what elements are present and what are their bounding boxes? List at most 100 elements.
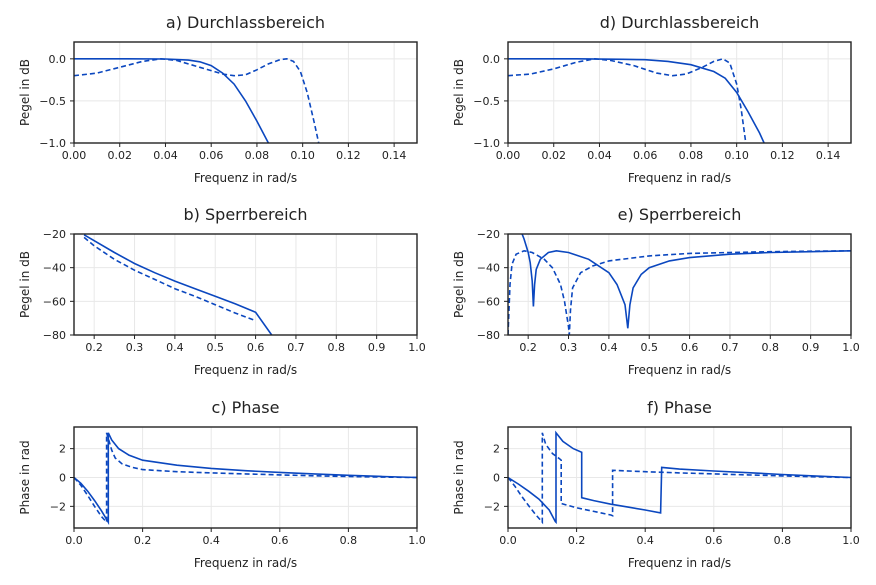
x-tick-label: 1.0 (408, 341, 426, 354)
x-tick-label: 0.9 (802, 341, 820, 354)
y-axis-label: Phase in rad (18, 440, 32, 514)
x-tick-label: 0.10 (290, 149, 315, 162)
chart-panel-e: 0.2 0.3 0.4 0.5 0.6 0.7 0.8 0.9 1.0 −20 −40 −60 −80 e… (452, 205, 860, 377)
x-tick-label: 0.0 (65, 534, 83, 547)
x-tick-label: 0.14 (816, 149, 841, 162)
y-tick-label: −60 (43, 295, 66, 308)
x-tick-label: 0.7 (287, 341, 305, 354)
x-tick-label: 1.0 (408, 534, 426, 547)
x-tick-label: 0.6 (247, 341, 265, 354)
x-tick-label: 0.2 (519, 341, 537, 354)
chart-panel-b: 0.2 0.3 0.4 0.5 0.6 0.7 0.8 0.9 1.0 −20 −40 −60 −80 b… (18, 205, 426, 377)
x-tick-label: 0.4 (600, 341, 618, 354)
x-tick-label: 0.4 (166, 341, 184, 354)
y-tick-label: 0.0 (49, 53, 67, 66)
axes-frame (507, 233, 852, 336)
series-line-solid (74, 432, 417, 526)
x-tick-label: 0.0 (499, 534, 517, 547)
x-tick-label: 0.4 (202, 534, 220, 547)
chart-title: c) Phase (212, 398, 280, 417)
x-tick-label: 0.4 (636, 534, 654, 547)
y-tick-label: −40 (43, 262, 66, 275)
x-tick-label: 0.8 (328, 341, 346, 354)
chart-panel-a: 0.00 0.02 0.04 0.06 0.08 0.10 0.12 0.14 0.0 −0.5 −… (18, 13, 418, 185)
y-tick-label: −0.5 (473, 95, 500, 108)
x-tick-label: 0.12 (336, 149, 361, 162)
x-tick-label: 0.04 (153, 149, 178, 162)
x-tick-label: 0.02 (107, 149, 132, 162)
x-tick-label: 0.8 (774, 534, 792, 547)
y-tick-label: −60 (477, 295, 500, 308)
x-tick-label: 0.14 (382, 149, 407, 162)
x-tick-label: 0.6 (681, 341, 699, 354)
axes-frame (507, 41, 852, 144)
y-axis-label: Phase in rad (452, 440, 466, 514)
chart-title: e) Sperrbereich (618, 205, 742, 224)
x-axis-label: Frequenz in rad/s (194, 171, 297, 185)
y-tick-label: −1.0 (39, 137, 66, 150)
x-tick-label: 0.02 (541, 149, 566, 162)
x-tick-label: 0.7 (721, 341, 739, 354)
y-tick-label: 0 (493, 472, 500, 485)
x-tick-label: 0.5 (640, 341, 658, 354)
y-tick-label: −20 (43, 228, 66, 241)
y-tick-label: 0 (59, 472, 66, 485)
x-tick-label: 0.8 (762, 341, 780, 354)
y-axis-label: Pegel in dB (452, 59, 466, 126)
y-tick-label: −1.0 (473, 137, 500, 150)
series-line-dashed (508, 57, 747, 143)
x-axis-label: Frequenz in rad/s (628, 171, 731, 185)
x-tick-label: 0.10 (724, 149, 749, 162)
y-axis-label: Pegel in dB (452, 251, 466, 318)
x-tick-label: 0.06 (633, 149, 658, 162)
chart-title: d) Durchlassbereich (600, 13, 759, 32)
x-tick-label: 0.06 (199, 149, 224, 162)
x-tick-label: 0.00 (496, 149, 521, 162)
series-line-dashed (74, 432, 417, 525)
chart-title: f) Phase (647, 398, 712, 417)
y-tick-label: −2 (484, 500, 500, 513)
series-line-solid (521, 234, 851, 329)
x-tick-label: 0.8 (340, 534, 358, 547)
x-tick-label: 0.08 (679, 149, 704, 162)
y-tick-label: −20 (477, 228, 500, 241)
x-tick-label: 0.12 (770, 149, 795, 162)
x-axis-label: Frequenz in rad/s (628, 363, 731, 377)
x-tick-label: 0.9 (368, 341, 386, 354)
x-tick-label: 0.00 (62, 149, 87, 162)
y-axis-label: Pegel in dB (18, 251, 32, 318)
x-tick-label: 1.0 (842, 341, 860, 354)
x-tick-label: 0.3 (560, 341, 578, 354)
series-line-dashed (508, 249, 851, 335)
x-axis-label: Frequenz in rad/s (194, 556, 297, 570)
x-tick-label: 0.6 (271, 534, 289, 547)
x-tick-label: 0.5 (206, 341, 224, 354)
chart-title: b) Sperrbereich (184, 205, 308, 224)
x-tick-label: 1.0 (842, 534, 860, 547)
y-tick-label: 0.0 (483, 53, 501, 66)
series-line-solid (508, 58, 765, 143)
y-tick-label: −0.5 (39, 95, 66, 108)
y-tick-label: −80 (477, 329, 500, 342)
chart-panel-c: 0.0 0.2 0.4 0.6 0.8 1.0 2 0 −2 c) Phase Frequenz i… (18, 398, 426, 570)
x-tick-label: 0.2 (134, 534, 152, 547)
series-line-solid (74, 58, 270, 143)
series-line-solid (83, 234, 273, 335)
x-tick-label: 0.2 (568, 534, 586, 547)
y-tick-label: −80 (43, 329, 66, 342)
series-line-solid (508, 430, 851, 525)
x-tick-label: 0.04 (587, 149, 612, 162)
chart-title: a) Durchlassbereich (166, 13, 325, 32)
x-axis-label: Frequenz in rad/s (194, 363, 297, 377)
y-axis-label: Pegel in dB (18, 59, 32, 126)
y-tick-label: −40 (477, 262, 500, 275)
x-tick-label: 0.2 (85, 341, 103, 354)
axes-frame (73, 233, 418, 336)
axes-frame (73, 41, 418, 144)
x-tick-label: 0.6 (705, 534, 723, 547)
x-tick-label: 0.08 (245, 149, 270, 162)
series-line-dashed (83, 236, 256, 322)
series-line-dashed (508, 432, 851, 525)
chart-panel-d: 0.00 0.02 0.04 0.06 0.08 0.10 0.12 0.14 0.0 −0.5 −… (452, 13, 852, 185)
